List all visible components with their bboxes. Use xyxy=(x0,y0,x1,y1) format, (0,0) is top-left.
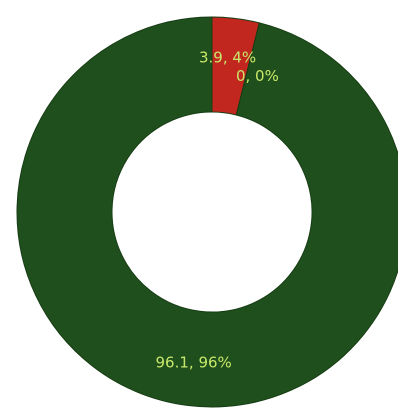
labels-layer: 3.9, 4%0, 0% 96.1, 96% xyxy=(156,49,279,372)
slices-layer xyxy=(16,16,398,408)
slice-label-1: 0, 0% xyxy=(236,67,279,85)
slice-label-0: 3.9, 4% xyxy=(199,49,256,67)
slice-label-2: 96.1, 96% xyxy=(156,353,232,371)
donut-slice-2 xyxy=(16,16,398,408)
